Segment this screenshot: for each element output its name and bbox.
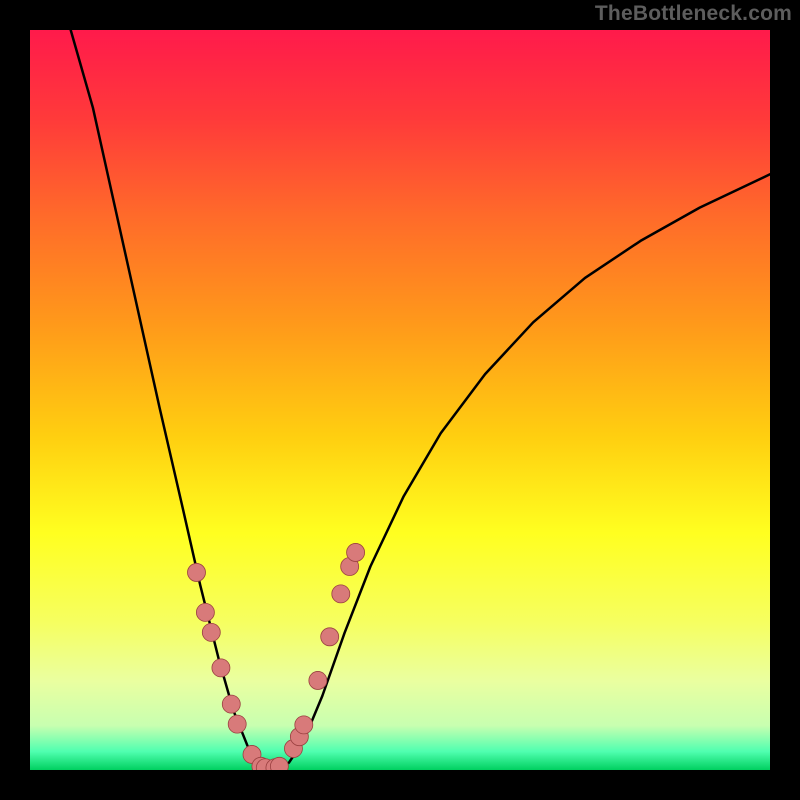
data-point — [347, 543, 365, 561]
data-point — [188, 563, 206, 581]
chart-frame: TheBottleneck.com — [0, 0, 800, 800]
data-point — [202, 623, 220, 641]
data-point — [295, 716, 313, 734]
gradient-background — [30, 30, 770, 770]
data-point — [196, 603, 214, 621]
plot-svg — [30, 30, 770, 770]
data-point — [332, 585, 350, 603]
data-point — [222, 695, 240, 713]
data-point — [309, 671, 327, 689]
plot-area — [30, 30, 770, 770]
data-point — [212, 659, 230, 677]
watermark-label: TheBottleneck.com — [595, 2, 792, 26]
data-point — [228, 715, 246, 733]
data-point — [321, 628, 339, 646]
